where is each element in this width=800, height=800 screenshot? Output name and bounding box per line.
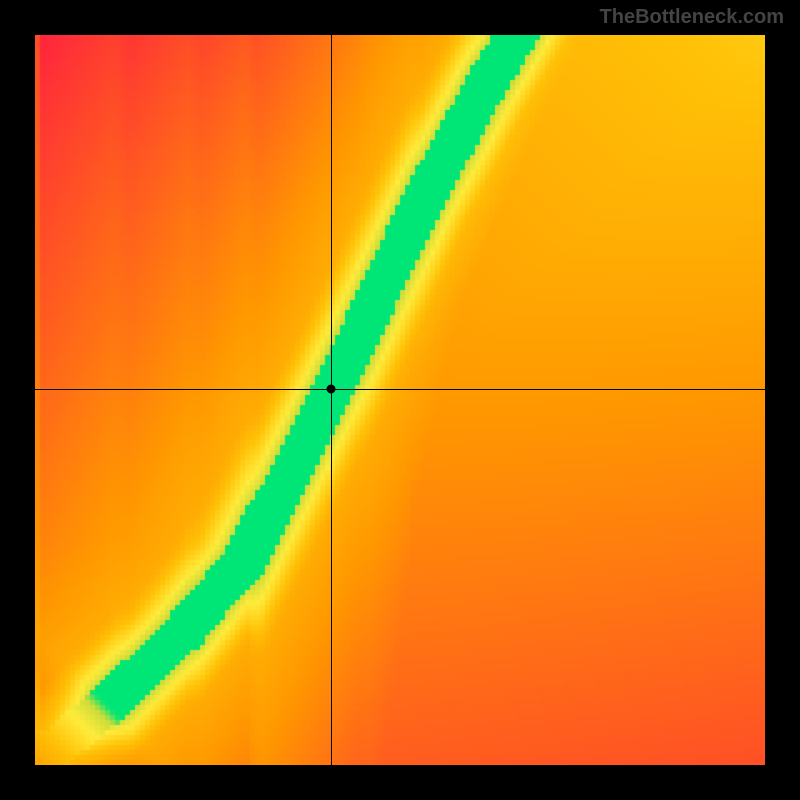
- plot-area: [35, 35, 765, 765]
- crosshair-horizontal: [35, 389, 765, 390]
- heatmap-canvas: [35, 35, 765, 765]
- crosshair-marker: [326, 385, 335, 394]
- crosshair-vertical: [331, 35, 332, 765]
- watermark-text: TheBottleneck.com: [600, 6, 784, 29]
